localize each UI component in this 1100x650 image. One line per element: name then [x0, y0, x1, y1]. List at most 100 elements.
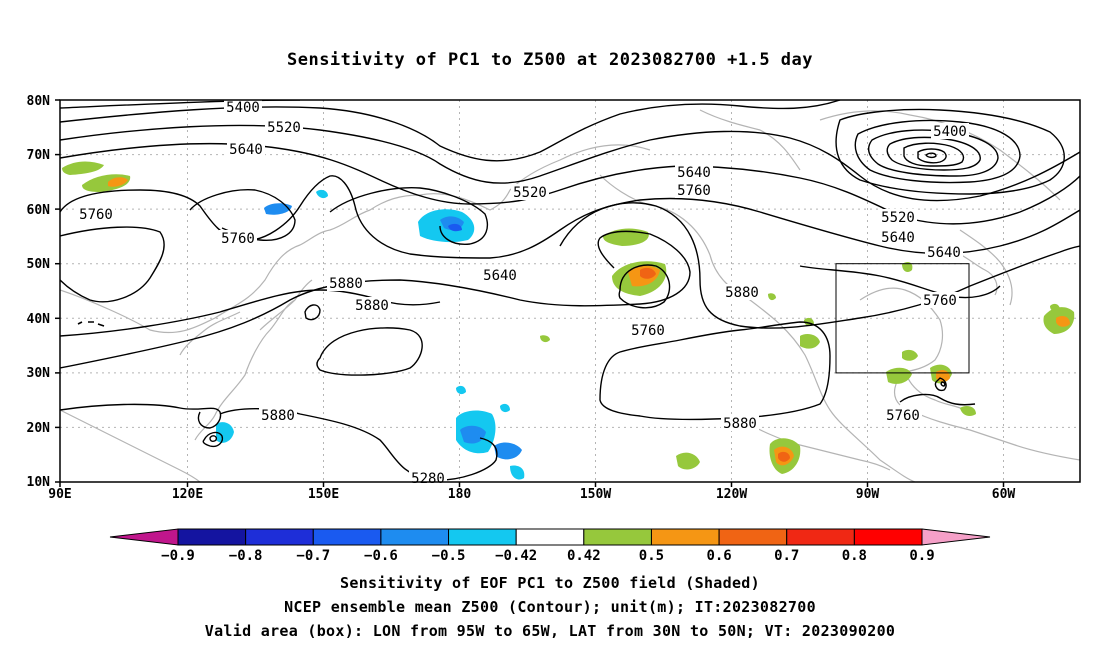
contour-label: 5880	[329, 276, 363, 292]
shade-positive	[62, 161, 104, 175]
contour-label: 5880	[723, 416, 757, 432]
lat-label: 50N	[27, 257, 51, 272]
colorbar-swatch	[448, 528, 517, 546]
lon-label: 60W	[992, 487, 1016, 502]
lon-label: 90E	[48, 487, 71, 502]
shade-negative	[500, 403, 510, 413]
se-asia-coast	[60, 409, 201, 482]
shade-positive	[1056, 316, 1070, 327]
colorbar-swatch	[583, 528, 652, 546]
contour-label: 5400	[226, 100, 260, 116]
colorbar-swatch	[650, 528, 720, 546]
lon-label: 180	[448, 487, 472, 502]
colorbar-swatch	[245, 528, 314, 546]
colorbar-label: 0.42	[567, 548, 601, 564]
colorbar: −0.9 −0.8 −0.7 −0.6 −0.5 −0.42 0.42 0.5 0.6 0.7 0.…	[109, 528, 991, 564]
lon-label: 90W	[856, 487, 880, 502]
contour-label: 5760	[923, 293, 957, 309]
lon-label: 150W	[580, 487, 611, 502]
shade-positive	[902, 262, 913, 272]
shade-positive	[108, 177, 128, 187]
lat-label: 10N	[27, 475, 51, 490]
shade-positive	[768, 293, 776, 301]
contour-label: 5520	[267, 120, 301, 136]
contour-label: 5880	[355, 298, 389, 314]
lat-label: 80N	[27, 94, 51, 109]
contour-label: 5640	[229, 142, 263, 158]
contour-label: 5760	[677, 183, 711, 199]
caption-line-3: Valid area (box): LON from 95W to 65W, L…	[204, 622, 896, 640]
shade-positive	[902, 349, 918, 361]
colorbar-max-arrow	[921, 528, 991, 546]
shade-positive	[800, 334, 820, 349]
shade-negative	[494, 442, 522, 460]
contour-label: 5280	[411, 471, 445, 487]
axis-ticks	[55, 99, 1005, 487]
arctic-coast	[699, 109, 801, 171]
lon-labels: 90E 120E 150E 180 150W 120W 90W 60W	[48, 487, 1015, 502]
shade-positive	[640, 267, 656, 279]
contour-label: 5880	[261, 408, 295, 424]
lon-label: 120W	[716, 487, 747, 502]
shade-negative	[216, 422, 234, 443]
contour-label: 5760	[631, 323, 665, 339]
contour-label: 5760	[221, 231, 255, 247]
contour-label: 5520	[513, 185, 547, 201]
lat-labels: 80N 70N 60N 50N 40N 30N 20N 10N	[27, 94, 51, 490]
lat-label: 60N	[27, 203, 51, 218]
map-frame	[59, 99, 1081, 483]
contour-label: 5880	[725, 285, 759, 301]
florida-coast	[904, 371, 966, 411]
caption-line-2: NCEP ensemble mean Z500 (Contour); unit(…	[284, 598, 816, 616]
colorbar-min-arrow	[109, 528, 179, 546]
colorbar-label: −0.9	[161, 548, 195, 564]
contour-label: 5640	[483, 268, 517, 284]
shade-positive	[676, 452, 700, 470]
contour-label: 5760	[886, 408, 920, 424]
colorbar-label: 0.7	[774, 548, 799, 564]
caribbean-coast	[909, 409, 1080, 461]
sensitivity-shading	[62, 161, 1075, 480]
colorbar-swatch	[718, 528, 788, 546]
colorbar-label: −0.7	[296, 548, 330, 564]
shade-positive	[960, 406, 976, 416]
map-title: Sensitivity of PC1 to Z500 at 2023082700…	[286, 50, 813, 70]
caption-line-1: Sensitivity of EOF PC1 to Z500 field (Sh…	[340, 574, 760, 592]
shade-negative	[316, 189, 328, 199]
shade-positive	[886, 367, 912, 384]
colorbar-label: 0.8	[842, 548, 867, 564]
contour-label: 5520	[881, 210, 915, 226]
lat-label: 40N	[27, 312, 51, 327]
grid-lines	[60, 100, 1080, 482]
shade-positive	[1050, 303, 1060, 312]
shade-negative	[264, 203, 292, 215]
colorbar-swatch	[380, 528, 450, 546]
colorbar-swatch	[312, 528, 382, 546]
lat-label: 20N	[27, 421, 51, 436]
colorbar-label: −0.42	[495, 548, 537, 564]
japan-coast	[259, 279, 313, 331]
shade-positive	[540, 335, 550, 343]
canada-east-coast	[959, 229, 1013, 306]
colorbar-label: 0.9	[909, 548, 934, 564]
colorbar-label: 0.6	[706, 548, 731, 564]
valid-area-box	[835, 263, 970, 374]
shade-negative	[456, 385, 466, 395]
shade-negative	[510, 465, 525, 480]
contour-label: 5400	[933, 124, 967, 140]
lat-label: 30N	[27, 366, 51, 381]
lat-label: 70N	[27, 148, 51, 163]
lon-label: 150E	[308, 487, 339, 502]
colorbar-swatch	[177, 528, 247, 546]
shade-positive	[778, 451, 790, 462]
shade-positive	[603, 228, 649, 246]
shade-negative	[448, 223, 462, 232]
z500-contours	[60, 100, 1080, 481]
colorbar-swatch	[853, 528, 923, 546]
contour-label: 5640	[881, 230, 915, 246]
colorbar-label: 0.5	[639, 548, 664, 564]
colorbar-swatch	[786, 528, 855, 546]
colorbar-label: −0.8	[229, 548, 263, 564]
